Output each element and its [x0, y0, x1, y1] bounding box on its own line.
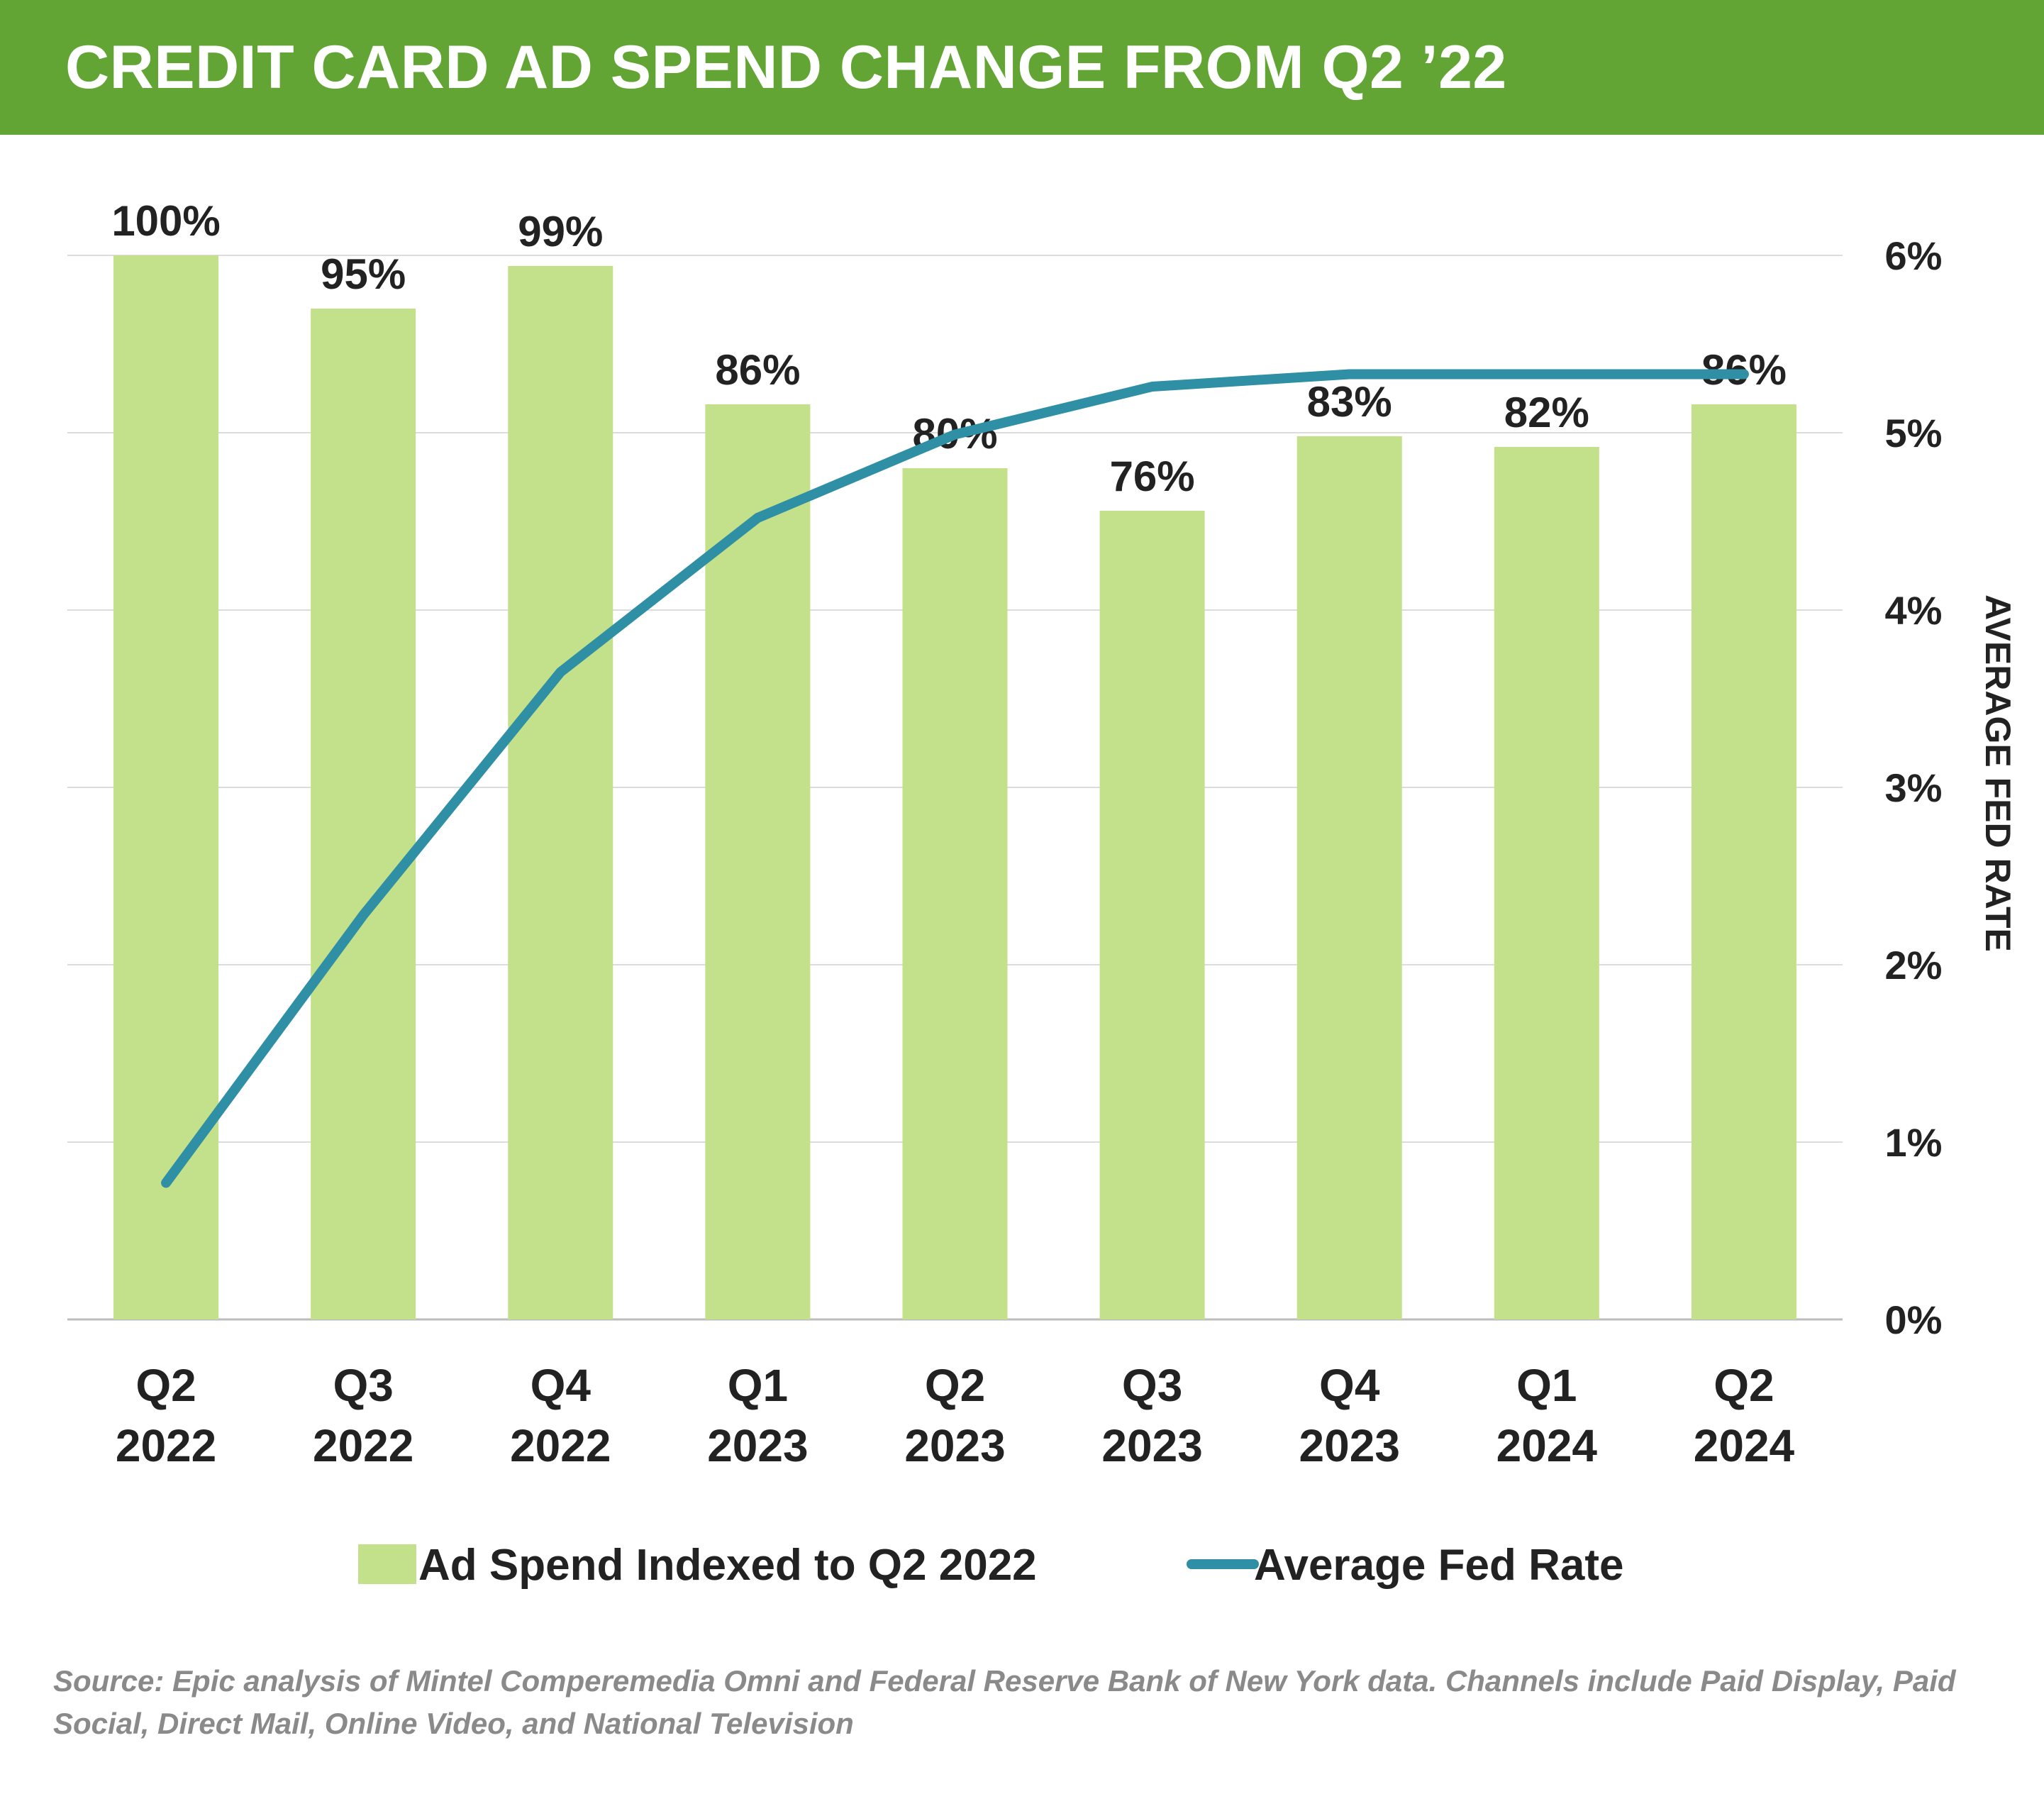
bar — [311, 309, 416, 1319]
right-axis-tick-label: 4% — [1885, 588, 1943, 633]
x-tick-label-quarter: Q1 — [1516, 1360, 1577, 1411]
bar-data-label: 83% — [1307, 378, 1392, 426]
bar-data-label: 99% — [518, 208, 603, 255]
fed-rate-line — [161, 369, 1749, 1188]
x-tick-label-quarter: Q1 — [728, 1360, 788, 1411]
x-tick-label-year: 2023 — [1299, 1420, 1400, 1471]
bar — [113, 255, 219, 1319]
bar — [1691, 404, 1796, 1319]
legend-swatch-ad-spend — [358, 1544, 416, 1584]
right-axis-tick-label: 2% — [1885, 943, 1943, 987]
x-tick-label-quarter: Q2 — [925, 1360, 985, 1411]
bar — [1099, 511, 1205, 1319]
x-tick-label-quarter: Q3 — [1122, 1360, 1182, 1411]
x-tick-label-year: 2022 — [510, 1420, 611, 1471]
bar — [1296, 436, 1402, 1319]
x-tick-label-quarter: Q2 — [1713, 1360, 1774, 1411]
chart-plot: 0% 1% 2% 3% 4% 5% 6% AVERAGE FED RATE 100% 95% 99%… — [67, 197, 2018, 1590]
bar-data-label: 95% — [321, 250, 406, 298]
x-tick-label-quarter: Q2 — [135, 1360, 196, 1411]
bar-data-label: 76% — [1110, 453, 1195, 500]
right-axis-tick-label: 0% — [1885, 1297, 1943, 1342]
right-axis-tick-label: 6% — [1885, 233, 1943, 278]
x-tick-label-year: 2024 — [1496, 1420, 1598, 1471]
chart-title: CREDIT CARD AD SPEND CHANGE FROM Q2 ’22 — [65, 33, 1507, 101]
bar-data-label: 82% — [1504, 389, 1589, 436]
legend-label-ad-spend: Ad Spend Indexed to Q2 2022 — [418, 1541, 1037, 1590]
bar — [1494, 447, 1599, 1319]
title-banner — [0, 0, 2044, 135]
source-note: Source: Epic analysis of Mintel Comperem… — [53, 1664, 1956, 1740]
x-tick-label-year: 2024 — [1694, 1420, 1795, 1471]
bar — [902, 468, 1008, 1319]
x-tick-label-year: 2022 — [313, 1420, 413, 1471]
right-axis-tick-label: 3% — [1885, 765, 1943, 810]
x-tick-label-quarter: Q4 — [531, 1360, 591, 1411]
x-tick-label-year: 2023 — [1101, 1420, 1202, 1471]
bar — [705, 404, 811, 1319]
x-tick-label-year: 2023 — [707, 1420, 808, 1471]
right-axis-title: AVERAGE FED RATE — [1978, 594, 2018, 952]
right-axis-tick-label: 5% — [1885, 411, 1943, 455]
legend-label-fed-rate: Average Fed Rate — [1254, 1541, 1623, 1590]
x-tick-label-year: 2022 — [116, 1420, 216, 1471]
x-tick-label-quarter: Q4 — [1319, 1360, 1380, 1411]
bar-data-label: 86% — [715, 346, 800, 394]
bar — [508, 266, 613, 1319]
x-tick-label-quarter: Q3 — [333, 1360, 393, 1411]
bar-data-label: 100% — [111, 197, 220, 245]
x-tick-label-year: 2023 — [904, 1420, 1005, 1471]
right-axis-tick-label: 1% — [1885, 1120, 1943, 1165]
